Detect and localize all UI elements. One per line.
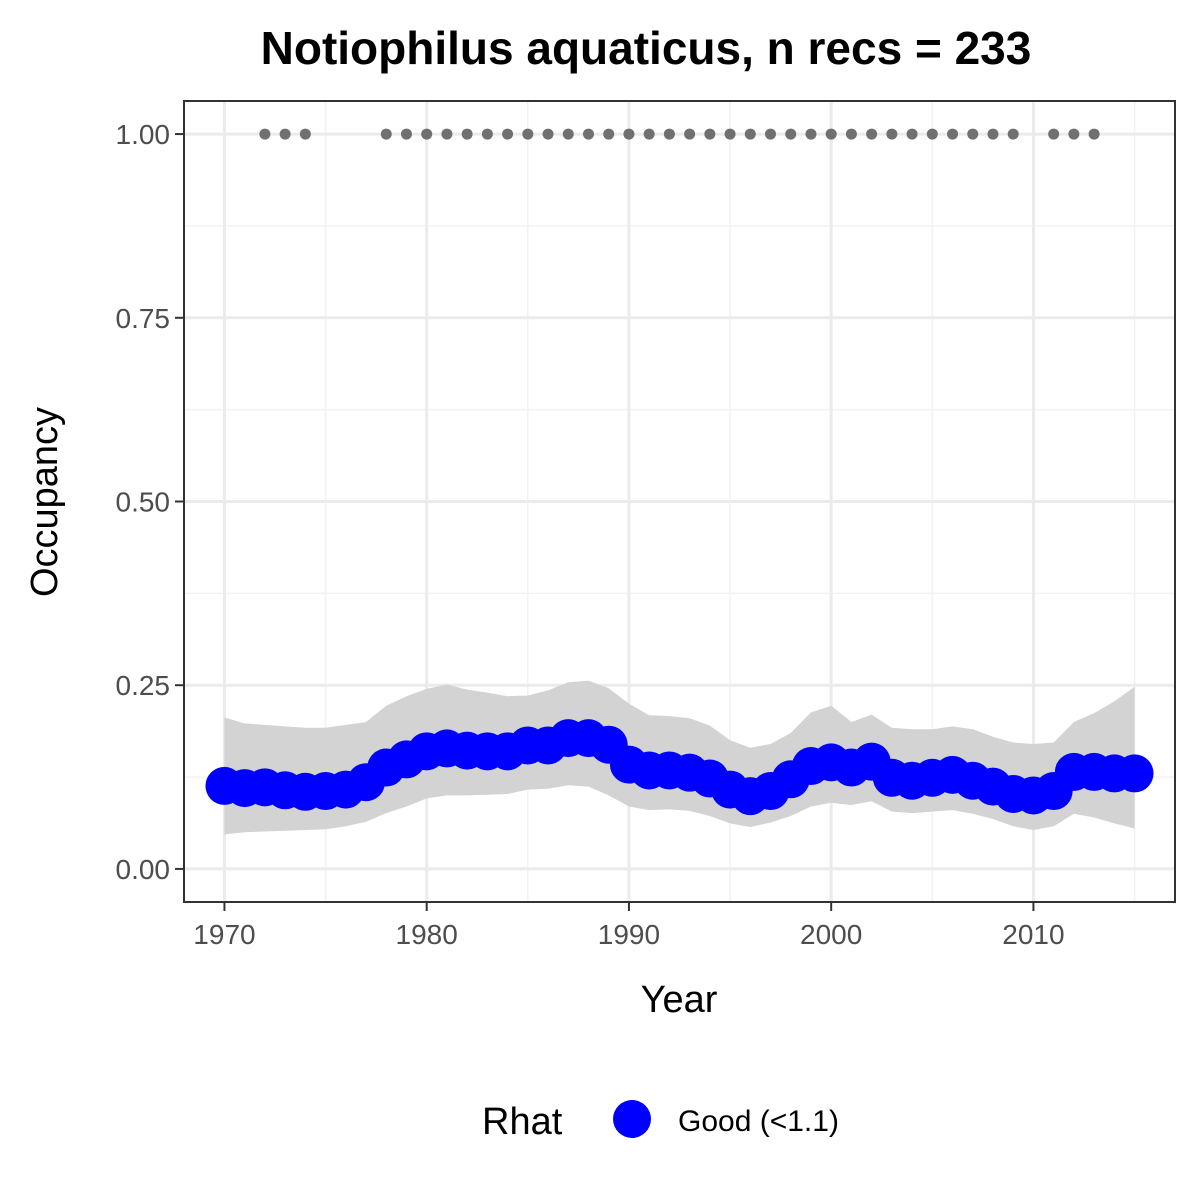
record-year-dot (926, 128, 938, 140)
record-year-dot (1007, 128, 1019, 140)
record-years-layer (259, 128, 1100, 140)
x-tick-label: 1980 (396, 919, 458, 950)
occupancy-points-layer (205, 719, 1154, 816)
x-tick-label: 2010 (1002, 919, 1064, 950)
record-year-dot (441, 128, 453, 140)
record-year-dot (299, 128, 311, 140)
y-tick-label: 0.00 (116, 854, 171, 885)
record-year-dot (947, 128, 959, 140)
record-year-dot (967, 128, 979, 140)
record-year-dot (845, 128, 857, 140)
record-year-dot (481, 128, 493, 140)
record-year-dot (785, 128, 797, 140)
record-year-dot (765, 128, 777, 140)
x-tick-label: 1970 (193, 919, 255, 950)
record-year-dot (542, 128, 554, 140)
record-year-dot (825, 128, 837, 140)
record-year-dot (886, 128, 898, 140)
record-year-dot (259, 128, 271, 140)
record-year-dot (603, 128, 615, 140)
y-tick-label: 0.75 (116, 303, 171, 334)
record-year-dot (1088, 128, 1100, 140)
record-year-dot (582, 128, 594, 140)
y-axis-title: Occupancy (24, 407, 66, 597)
record-year-dot (906, 128, 918, 140)
y-tick-label: 0.50 (116, 487, 171, 518)
record-year-dot (663, 128, 675, 140)
record-year-dot (461, 128, 473, 140)
chart-title: Notiophilus aquaticus, n recs = 233 (261, 22, 1032, 74)
record-year-dot (502, 128, 514, 140)
record-year-dot (643, 128, 655, 140)
x-tick-label: 1990 (598, 919, 660, 950)
axes: 1970 1980 1990 2000 2010 0.00 0.25 0.50 0.75 1.00 (116, 119, 1065, 950)
record-year-dot (987, 128, 999, 140)
record-year-dot (279, 128, 291, 140)
record-year-dot (684, 128, 696, 140)
record-year-dot (421, 128, 433, 140)
legend-title: Rhat (482, 1101, 563, 1143)
record-year-dot (1068, 128, 1080, 140)
record-year-dot (866, 128, 878, 140)
legend-key-good (613, 1100, 651, 1138)
record-year-dot (562, 128, 574, 140)
record-year-dot (704, 128, 716, 140)
y-tick-label: 1.00 (116, 119, 171, 150)
record-year-dot (380, 128, 392, 140)
record-year-dot (522, 128, 534, 140)
record-year-dot (805, 128, 817, 140)
legend: Rhat Good (<1.1) (482, 1100, 839, 1143)
x-axis-title: Year (641, 979, 718, 1021)
legend-label-good: Good (<1.1) (678, 1105, 839, 1138)
y-tick-label: 0.25 (116, 670, 171, 701)
record-year-dot (724, 128, 736, 140)
record-year-dot (400, 128, 412, 140)
x-tick-label: 2000 (800, 919, 862, 950)
record-year-dot (1048, 128, 1060, 140)
record-year-dot (623, 128, 635, 140)
occupancy-point (1115, 754, 1154, 793)
record-year-dot (744, 128, 756, 140)
